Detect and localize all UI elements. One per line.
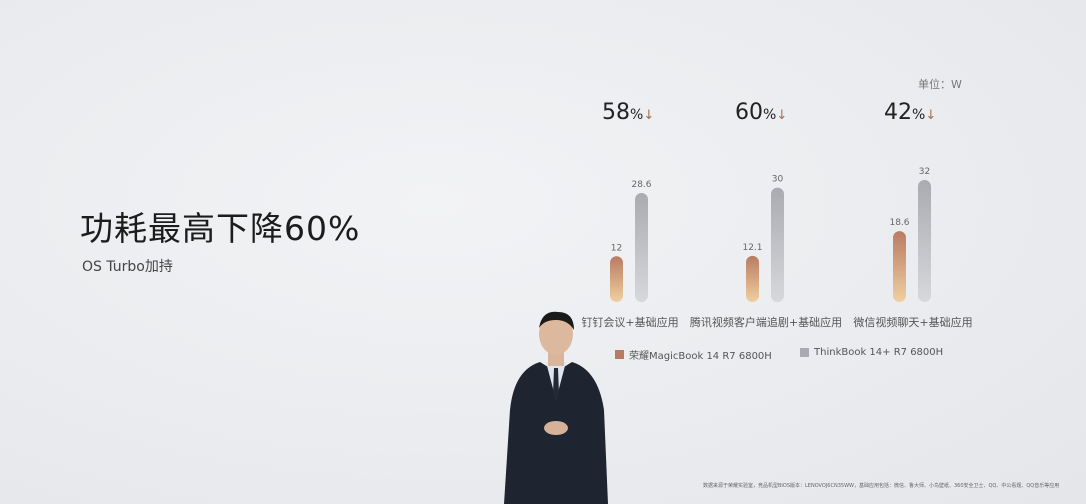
reduction-value: 42: [884, 100, 912, 125]
reduction-unit: %: [763, 107, 777, 123]
reduction-unit: %: [630, 107, 644, 123]
legend-label: ThinkBook 14+ R7 6800H: [814, 347, 944, 358]
legend-item-magicbook: 荣耀MagicBook 14 R7 6800H: [615, 347, 772, 362]
category-label: 钉钉会议+基础应用: [581, 315, 678, 329]
arrow-down-icon: ↓: [643, 108, 655, 123]
data-label: 12: [611, 243, 622, 253]
arrow-down-icon: ↓: [925, 108, 937, 123]
bar-2-0: [893, 231, 906, 302]
reduction-value: 58: [602, 100, 630, 125]
data-label: 12.1: [742, 243, 762, 253]
legend-item-thinkbook: ThinkBook 14+ R7 6800H: [800, 347, 943, 358]
data-label: 18.6: [889, 218, 909, 228]
bar-chart: 12 28.6 钉钉会议+基础应用 12.1 30 腾讯视频客户端追剧+基础应用 18.6 3…: [581, 167, 972, 329]
data-label: 30: [772, 175, 784, 185]
data-label: 28.6: [631, 180, 651, 190]
bar-0-0: [610, 256, 623, 302]
reduction-value: 60: [735, 100, 763, 125]
presenter-image: [504, 311, 608, 504]
legend-swatch: [800, 348, 809, 357]
legend-swatch: [615, 350, 624, 359]
legend-label: 荣耀MagicBook 14 R7 6800H: [629, 351, 772, 362]
footnote: 数据来源于荣耀实验室，竞品机型BIOS版本：LENOVOJ6CN35WW，基础应…: [703, 483, 1060, 489]
bar-1-1: [771, 187, 784, 302]
category-label: 腾讯视频客户端追剧+基础应用: [690, 315, 842, 329]
slide-title: 功耗最高下降60%: [80, 209, 361, 248]
arrow-down-icon: ↓: [776, 108, 788, 123]
data-label: 32: [919, 167, 930, 177]
reduction-2: 42%↓: [884, 100, 936, 125]
unit-label: 单位：W: [918, 78, 962, 91]
category-label: 微信视频聊天+基础应用: [853, 315, 972, 329]
reduction-unit: %: [912, 107, 926, 123]
bar-1-0: [746, 255, 759, 302]
slide-subtitle: OS Turbo加持: [82, 259, 173, 275]
reduction-1: 60%↓: [735, 100, 787, 125]
bar-0-1: [635, 192, 648, 302]
bar-2-1: [918, 180, 931, 302]
reduction-0: 58%↓: [602, 100, 654, 125]
